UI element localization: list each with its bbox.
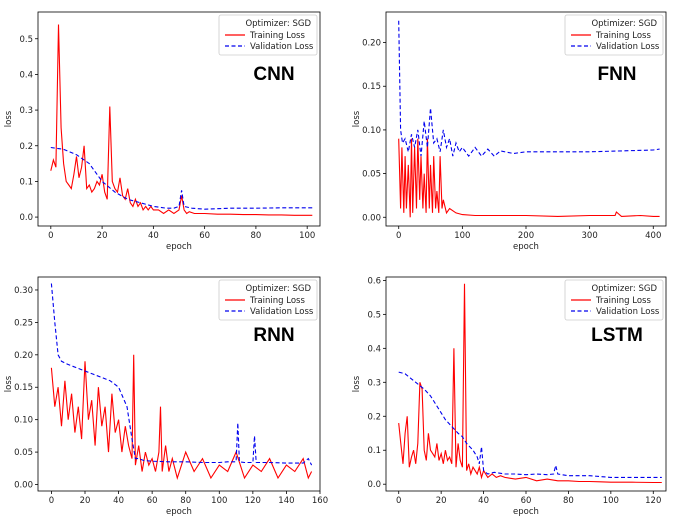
y-axis-label: loss <box>4 110 14 127</box>
y-tick-label: 0.05 <box>14 448 33 458</box>
legend-entry: Validation Loss <box>250 42 314 52</box>
legend-entry: Training Loss <box>249 31 305 41</box>
y-axis-label: loss <box>352 375 362 392</box>
x-tick-label: 40 <box>478 496 489 506</box>
series-line-validation-loss <box>50 283 313 466</box>
x-tick-label: 40 <box>148 231 159 241</box>
series-line-validation-loss <box>398 20 660 158</box>
legend-entry: Training Loss <box>595 31 651 41</box>
x-tick-label: 0 <box>396 496 401 506</box>
x-tick-label: 140 <box>278 496 294 506</box>
legend-frame <box>218 14 318 56</box>
x-tick-label: 400 <box>645 231 661 241</box>
x-tick-label: 40 <box>113 496 124 506</box>
x-tick-label: 60 <box>521 496 532 506</box>
y-tick-label: 0.05 <box>362 170 381 180</box>
x-tick-label: 0 <box>49 496 54 506</box>
legend-entry: Validation Loss <box>250 307 314 317</box>
x-tick-label: 160 <box>312 496 328 506</box>
x-tick-label: 0 <box>48 231 53 241</box>
x-tick-label: 120 <box>645 496 661 506</box>
y-tick-label: 0.4 <box>367 344 381 354</box>
x-tick-label: 80 <box>563 496 574 506</box>
model-title: LSTM <box>591 325 643 346</box>
y-tick-label: 0.1 <box>367 446 381 456</box>
y-tick-label: 0.20 <box>14 351 33 361</box>
x-tick-label: 200 <box>518 231 534 241</box>
x-tick-label: 120 <box>245 496 261 506</box>
y-tick-label: 0.30 <box>14 286 33 296</box>
y-tick-label: 0.0 <box>19 213 33 223</box>
model-title: CNN <box>253 64 294 85</box>
x-axis-label: epoch <box>166 242 192 252</box>
x-tick-label: 60 <box>199 231 210 241</box>
x-axis-label: epoch <box>166 507 192 517</box>
x-tick-label: 300 <box>582 231 598 241</box>
series-line-validation-loss <box>50 146 313 210</box>
y-tick-label: 0.00 <box>14 481 33 491</box>
y-tick-label: 0.5 <box>19 35 33 45</box>
legend-entry: Training Loss <box>595 296 651 306</box>
x-tick-label: 20 <box>97 231 108 241</box>
y-tick-label: 0.10 <box>362 126 381 136</box>
x-tick-label: 80 <box>180 496 191 506</box>
x-tick-label: 60 <box>147 496 158 506</box>
model-title: RNN <box>253 325 294 346</box>
legend-entry: Training Loss <box>249 296 305 306</box>
y-tick-label: 0.10 <box>14 416 33 426</box>
legend-title: Optimizer: SGD <box>245 19 311 29</box>
legend-entry: Validation Loss <box>596 42 660 52</box>
chart-panel-cnn: 0 20 40 60 80 100 0.0 0.1 0.2 0.3 0.4 0.5 epoch loss O… <box>4 11 321 252</box>
legend-title: Optimizer: SGD <box>245 284 311 294</box>
series-line-training-loss <box>398 138 660 218</box>
x-axis-label: epoch <box>513 242 539 252</box>
y-axis-label: loss <box>352 110 362 127</box>
chart-panel-fnn: 0 100 200 300 400 0.00 0.05 0.10 0.15 0.20 epoch lo… <box>352 11 667 252</box>
x-tick-label: 100 <box>299 231 315 241</box>
y-tick-label: 0.1 <box>19 177 33 187</box>
y-tick-label: 0.15 <box>14 383 33 393</box>
y-tick-label: 0.20 <box>362 39 381 49</box>
legend-frame <box>218 279 318 321</box>
y-tick-label: 0.5 <box>367 310 381 320</box>
y-tick-label: 0.0 <box>367 480 381 490</box>
y-tick-label: 0.25 <box>14 318 33 328</box>
y-tick-label: 0.3 <box>367 378 381 388</box>
y-tick-label: 0.00 <box>362 213 381 223</box>
legend-frame <box>564 14 664 56</box>
y-tick-label: 0.4 <box>19 70 33 80</box>
series-line-training-loss <box>398 283 662 484</box>
y-tick-label: 0.6 <box>367 276 381 286</box>
series-line-training-loss <box>50 24 313 216</box>
legend-title: Optimizer: SGD <box>591 19 657 29</box>
x-tick-label: 20 <box>436 496 447 506</box>
chart-panel-rnn: 0 20 40 60 80 100 120 140 160 0.00 0.05 0.10 0.15 0.2… <box>4 276 328 517</box>
x-tick-label: 0 <box>396 231 401 241</box>
x-tick-label: 20 <box>80 496 91 506</box>
y-axis-label: loss <box>4 375 14 392</box>
y-tick-label: 0.2 <box>367 412 381 422</box>
y-tick-label: 0.3 <box>19 106 33 116</box>
x-tick-label: 100 <box>211 496 227 506</box>
x-tick-label: 100 <box>454 231 470 241</box>
y-tick-label: 0.15 <box>362 82 381 92</box>
y-tick-label: 0.2 <box>19 142 33 152</box>
model-title: FNN <box>597 64 636 85</box>
chart-panel-lstm: 0 20 40 60 80 100 120 0.0 0.1 0.2 0.3 0.4 0.5 0.6 epoc… <box>352 276 667 517</box>
x-axis-label: epoch <box>513 507 539 517</box>
x-tick-label: 100 <box>603 496 619 506</box>
series-line-training-loss <box>50 354 313 480</box>
legend-frame <box>564 279 664 321</box>
x-tick-label: 80 <box>250 231 261 241</box>
legend-title: Optimizer: SGD <box>591 284 657 294</box>
legend-entry: Validation Loss <box>596 307 660 317</box>
